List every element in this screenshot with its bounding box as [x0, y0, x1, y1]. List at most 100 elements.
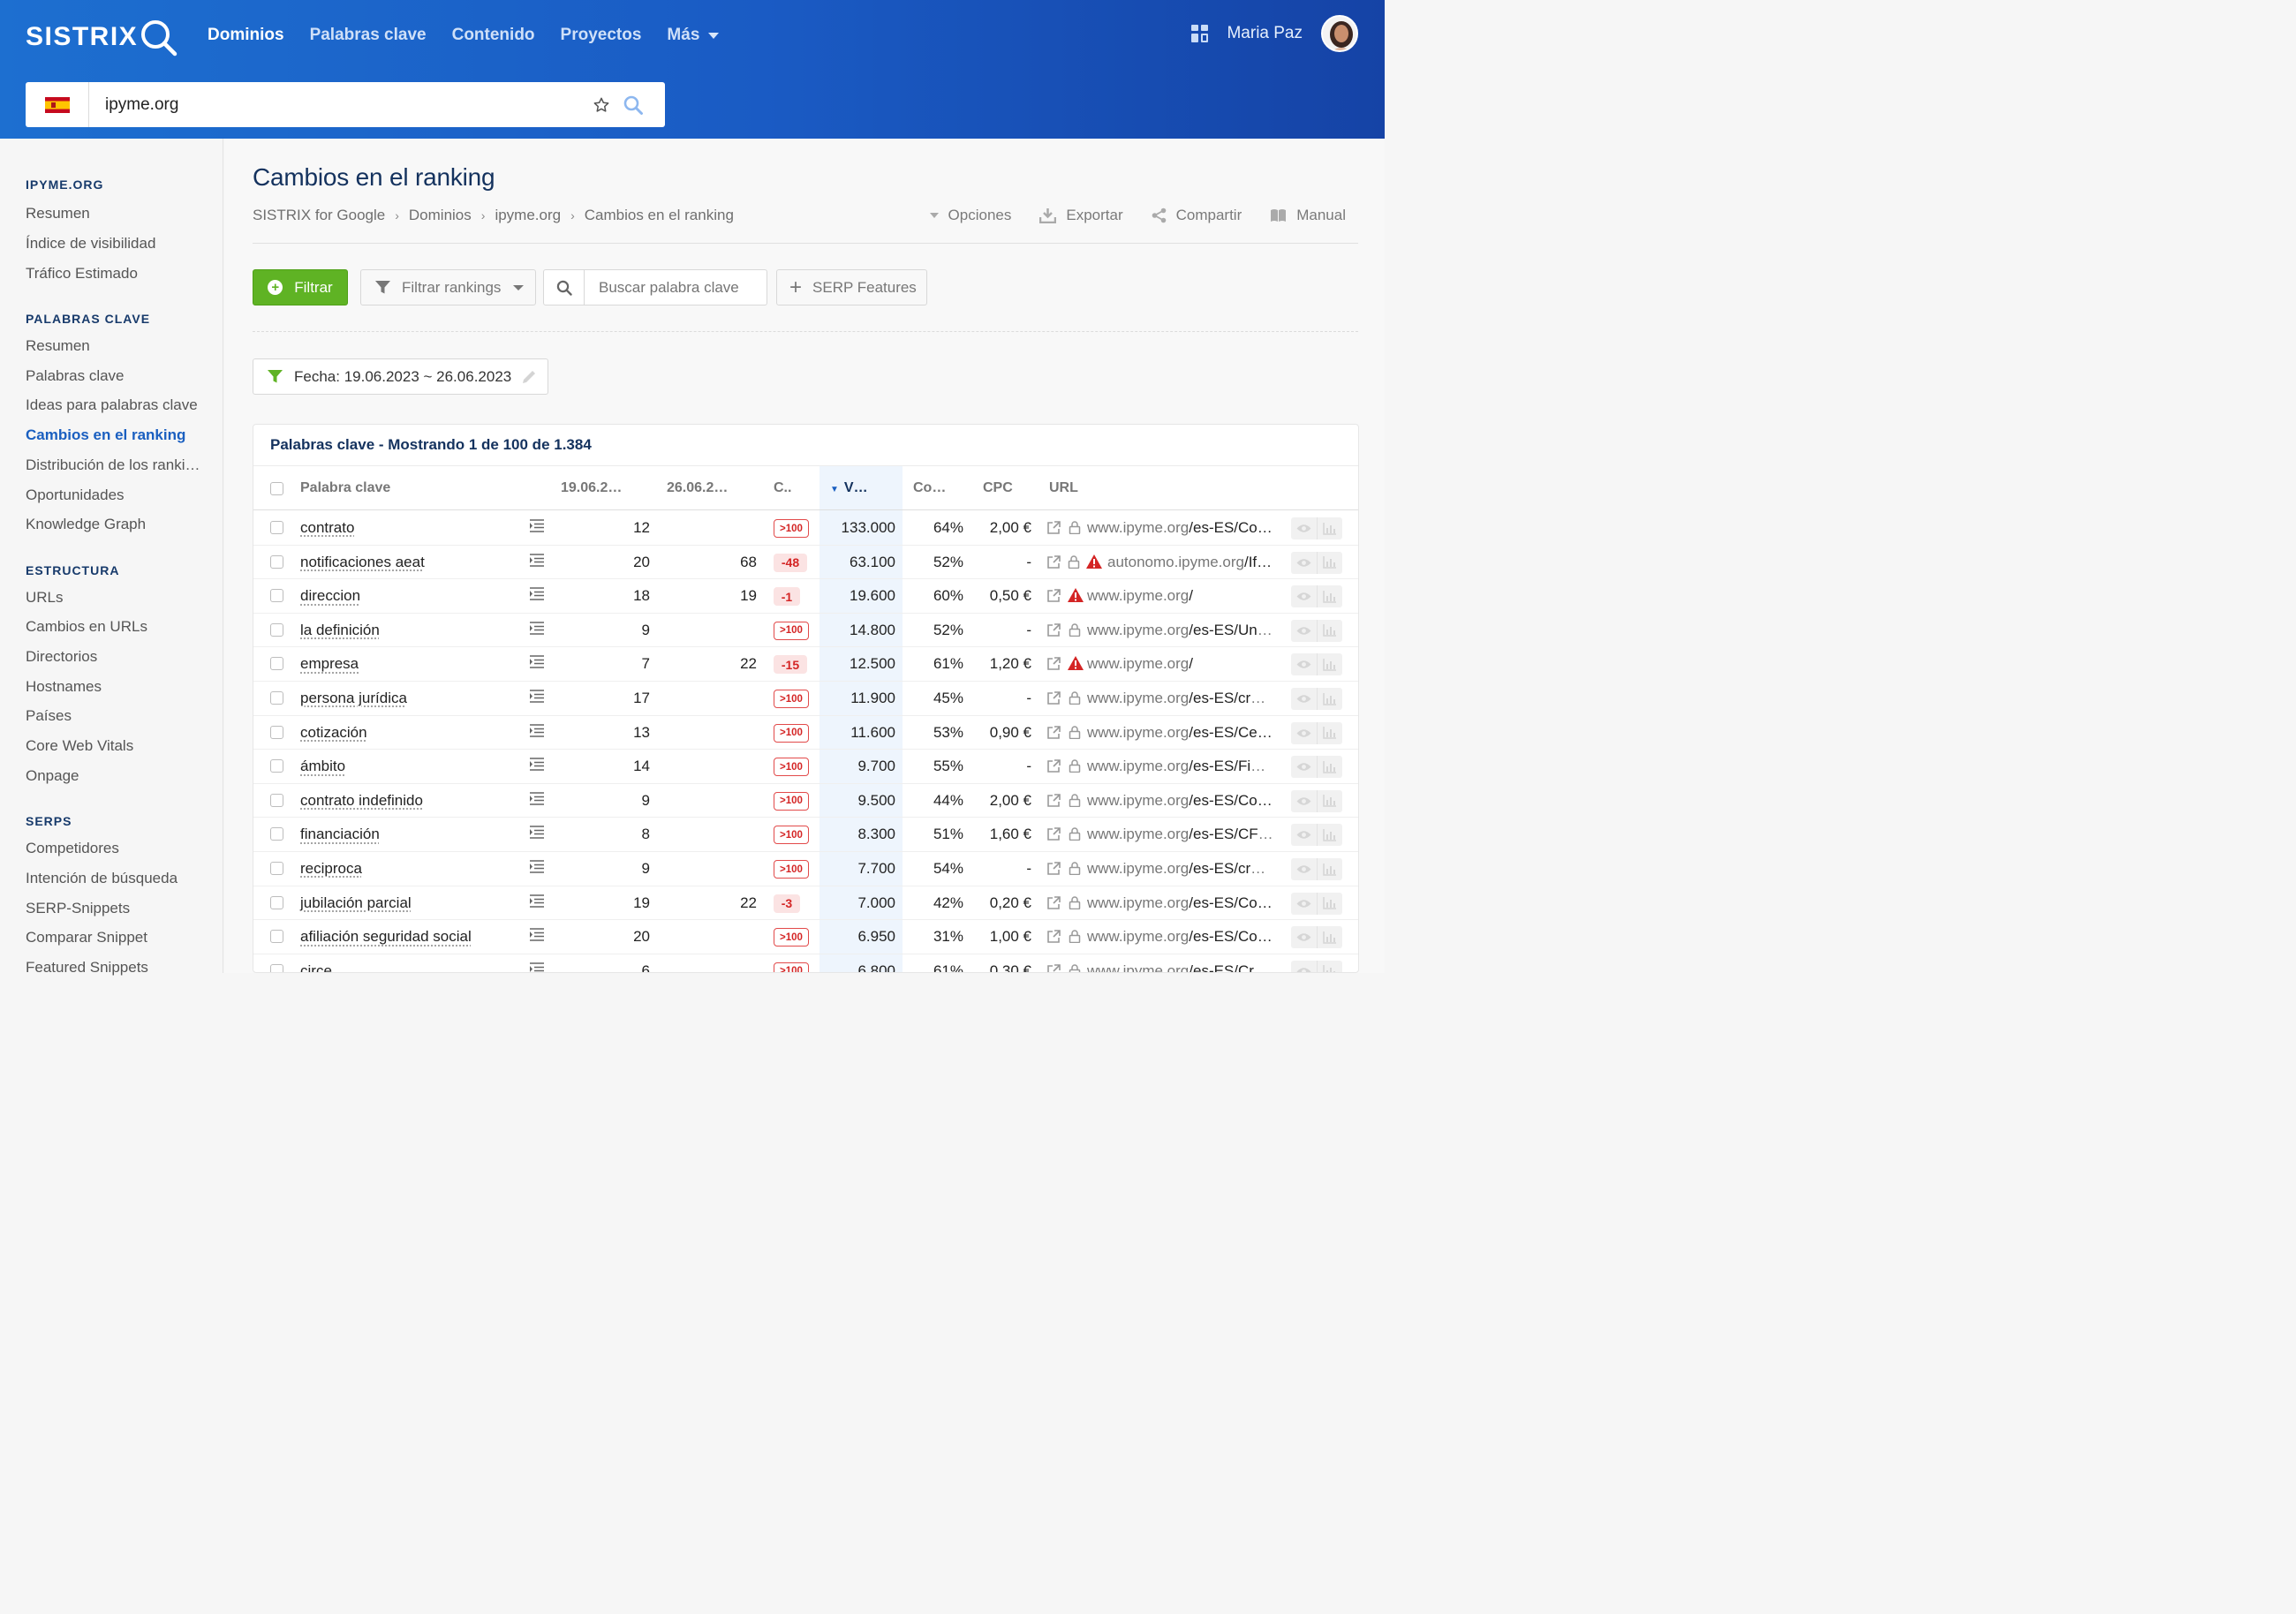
chart-icon[interactable]: [1316, 721, 1343, 744]
sidebar-item-hostnames[interactable]: Hostnames: [26, 678, 102, 695]
col-competition[interactable]: Co…: [913, 480, 947, 495]
table-row[interactable]: contrato indefinido 9 >100 9.500 44% 2,00 € ww…: [253, 784, 1358, 818]
external-link-icon[interactable]: [1047, 657, 1061, 675]
avatar[interactable]: [1321, 15, 1358, 52]
sidebar-item-competidores[interactable]: Competidores: [26, 840, 119, 856]
eye-icon[interactable]: [1291, 653, 1317, 675]
ranking-url[interactable]: www.ipyme.org/es-ES/Co…: [1087, 894, 1273, 912]
serp-features-button[interactable]: + SERP Features: [776, 269, 927, 305]
keyword-details-icon[interactable]: [530, 928, 544, 946]
keyword-link[interactable]: la definición: [300, 621, 380, 638]
row-checkbox[interactable]: [270, 827, 283, 841]
row-checkbox[interactable]: [270, 793, 283, 807]
ranking-url[interactable]: www.ipyme.org/es-ES/Ce…: [1087, 724, 1273, 742]
sidebar-item-directorios[interactable]: Directorios: [26, 648, 98, 665]
table-row[interactable]: notificaciones aeat 20 68 -48 63.100 52% - auto…: [253, 546, 1358, 580]
sidebar-item-resumen[interactable]: Resumen: [26, 205, 90, 222]
search-icon[interactable]: [544, 270, 585, 305]
row-checkbox[interactable]: [270, 725, 283, 739]
external-link-icon[interactable]: [1047, 895, 1061, 914]
table-row[interactable]: reciproca 9 >100 7.700 54% - www.ipyme.org/es-…: [253, 852, 1358, 886]
star-icon[interactable]: [593, 96, 610, 114]
sidebar-item-intencion[interactable]: Intención de búsqueda: [26, 870, 178, 886]
table-row[interactable]: persona jurídica 17 >100 11.900 45% - www.ipym…: [253, 682, 1358, 716]
keyword-details-icon[interactable]: [530, 690, 544, 707]
eye-icon[interactable]: [1291, 552, 1317, 574]
chart-icon[interactable]: [1316, 824, 1343, 847]
opciones-button[interactable]: Opciones: [929, 207, 1011, 224]
chart-icon[interactable]: [1316, 551, 1343, 574]
chart-icon[interactable]: [1316, 789, 1343, 812]
external-link-icon[interactable]: [1047, 930, 1061, 947]
sidebar-item-cambios-ranking[interactable]: Cambios en el ranking: [26, 426, 186, 443]
sidebar-item-oportunidades[interactable]: Oportunidades: [26, 486, 125, 503]
row-checkbox[interactable]: [270, 895, 283, 909]
ranking-url[interactable]: www.ipyme.org/es-ES/Fin…: [1087, 758, 1273, 775]
col-volume[interactable]: ▼ V…: [830, 480, 868, 496]
ranking-url[interactable]: www.ipyme.org/es-ES/cre…: [1087, 690, 1273, 707]
keyword-details-icon[interactable]: [530, 723, 544, 742]
row-checkbox[interactable]: [270, 691, 283, 705]
sidebar-item-urls[interactable]: URLs: [26, 589, 64, 606]
eye-icon[interactable]: [1291, 790, 1317, 812]
eye-icon[interactable]: [1291, 517, 1317, 539]
external-link-icon[interactable]: [1047, 589, 1061, 607]
keyword-details-icon[interactable]: [530, 826, 544, 843]
filtrar-button[interactable]: + Filtrar: [253, 269, 348, 305]
sidebar-item-paises[interactable]: Países: [26, 707, 72, 724]
sidebar-item-kw-resumen[interactable]: Resumen: [26, 337, 90, 354]
ranking-url[interactable]: www.ipyme.org/es-ES/Cre…: [1087, 962, 1273, 972]
compartir-button[interactable]: Compartir: [1152, 207, 1242, 224]
keyword-details-icon[interactable]: [530, 587, 544, 605]
col-change[interactable]: C..: [774, 480, 792, 495]
external-link-icon[interactable]: [1047, 862, 1061, 879]
external-link-icon[interactable]: [1047, 521, 1061, 539]
keyword-details-icon[interactable]: [530, 519, 544, 537]
nav-dominios[interactable]: Dominios: [208, 26, 284, 44]
sidebar-item-knowledge-graph[interactable]: Knowledge Graph: [26, 516, 147, 532]
external-link-icon[interactable]: [1047, 793, 1061, 811]
eye-icon[interactable]: [1291, 926, 1317, 948]
domain-search-input[interactable]: [89, 94, 593, 115]
external-link-icon[interactable]: [1047, 963, 1061, 972]
keyword-link[interactable]: jubilación parcial: [300, 894, 412, 911]
keyword-details-icon[interactable]: [530, 962, 544, 972]
ranking-url[interactable]: www.ipyme.org/es-ES/Uni…: [1087, 622, 1273, 639]
chart-icon[interactable]: [1316, 517, 1343, 539]
ranking-url[interactable]: www.ipyme.org/es-ES/CFi…: [1087, 826, 1273, 843]
country-selector[interactable]: [26, 82, 89, 127]
chart-icon[interactable]: [1316, 688, 1343, 710]
external-link-icon[interactable]: [1047, 827, 1061, 845]
keyword-details-icon[interactable]: [530, 553, 544, 571]
sidebar-item-featured-snippets[interactable]: Featured Snippets: [26, 959, 148, 976]
external-link-icon[interactable]: [1047, 691, 1061, 709]
date-filter-chip[interactable]: Fecha: 19.06.2023 ~ 26.06.2023: [253, 358, 548, 395]
breadcrumb-item[interactable]: ipyme.org: [495, 207, 562, 223]
keyword-details-icon[interactable]: [530, 860, 544, 878]
ranking-url[interactable]: www.ipyme.org/es-ES/cre…: [1087, 860, 1273, 878]
external-link-icon[interactable]: [1047, 759, 1061, 777]
table-row[interactable]: jubilación parcial 19 22 -3 7.000 42% 0,20 € ww…: [253, 886, 1358, 921]
row-checkbox[interactable]: [270, 622, 283, 637]
external-link-icon[interactable]: [1047, 554, 1061, 573]
apps-grid-icon[interactable]: [1191, 25, 1209, 42]
sidebar-item-onpage[interactable]: Onpage: [26, 767, 79, 784]
chart-icon[interactable]: [1316, 756, 1343, 779]
chart-icon[interactable]: [1316, 653, 1343, 676]
eye-icon[interactable]: [1291, 893, 1317, 915]
row-checkbox[interactable]: [270, 759, 283, 773]
table-row[interactable]: empresa 7 22 -15 12.500 61% 1,20 € www.ipyme.or…: [253, 647, 1358, 682]
sidebar-item-indice-visibilidad[interactable]: Índice de visibilidad: [26, 235, 156, 252]
keyword-details-icon[interactable]: [530, 894, 544, 912]
ranking-url[interactable]: www.ipyme.org/: [1087, 655, 1193, 673]
sidebar-item-comparar-snippet[interactable]: Comparar Snippet: [26, 929, 147, 946]
row-checkbox[interactable]: [270, 963, 283, 972]
breadcrumb-item[interactable]: Dominios: [408, 207, 472, 223]
keyword-link[interactable]: notificaciones aeat: [300, 553, 425, 570]
nav-palabras-clave[interactable]: Palabras clave: [309, 26, 427, 44]
manual-button[interactable]: Manual: [1270, 207, 1346, 224]
keyword-link[interactable]: cotización: [300, 723, 367, 741]
nav-contenido[interactable]: Contenido: [451, 26, 535, 44]
eye-icon[interactable]: [1291, 585, 1317, 607]
table-row[interactable]: direccion 18 19 -1 19.600 60% 0,50 € www.ipyme.…: [253, 579, 1358, 614]
